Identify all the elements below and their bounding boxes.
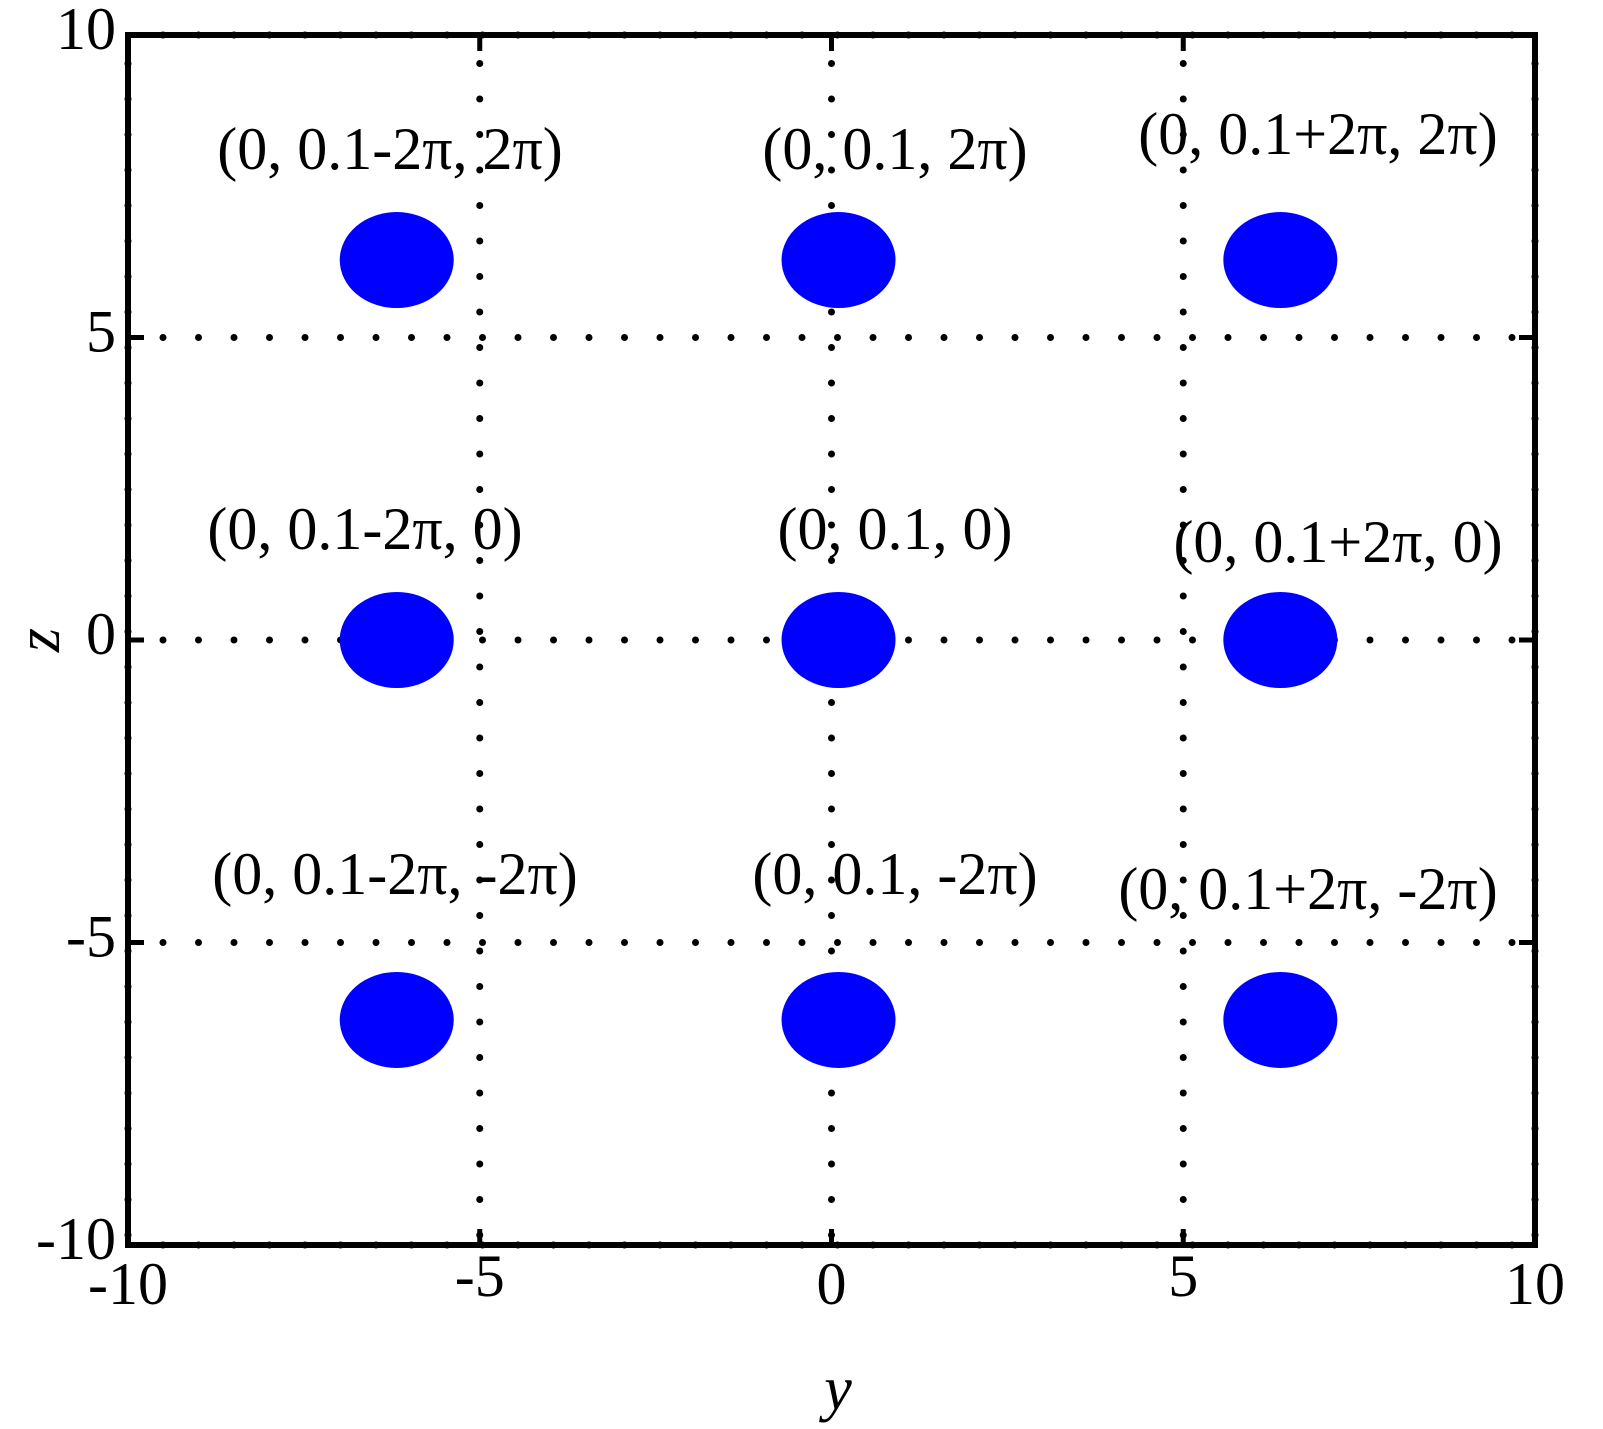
point — [781, 212, 896, 309]
y-axis-label: z — [5, 628, 73, 653]
point — [339, 592, 454, 688]
y-tick-label: -5 — [66, 903, 116, 969]
x-tick-label: -10 — [88, 1251, 168, 1317]
point — [781, 971, 896, 1068]
x-tick-label: -5 — [455, 1243, 505, 1309]
point — [339, 212, 454, 309]
point — [339, 971, 454, 1068]
x-tick-label: 0 — [817, 1251, 847, 1317]
annotation: (0, 0.1+2π, 0) — [1173, 509, 1502, 575]
annotation: (0, 0.1-2π, -2π) — [212, 841, 578, 907]
point — [1223, 212, 1338, 309]
y-tick-label: 0 — [86, 601, 116, 667]
annotation: (0, 0.1+2π, -2π) — [1118, 856, 1497, 922]
point — [1223, 971, 1338, 1068]
x-tick-label: 5 — [1168, 1243, 1198, 1309]
plot-frame — [125, 32, 1538, 1248]
y-tick-label: 10 — [56, 0, 116, 62]
y-tick-label: -10 — [36, 1206, 116, 1272]
annotation: (0, 0.1, -2π) — [752, 841, 1037, 907]
annotation: (0, 0.1+2π, 2π) — [1138, 101, 1497, 167]
y-tick-label: 5 — [86, 298, 116, 364]
annotation: (0, 0.1, 2π) — [762, 116, 1027, 182]
annotation: (0, 0.1, 0) — [778, 496, 1013, 562]
x-tick-label: 10 — [1505, 1251, 1565, 1317]
annotation: (0, 0.1-2π, 0) — [207, 496, 522, 562]
annotation: (0, 0.1-2π, 2π) — [217, 116, 563, 182]
point — [781, 592, 896, 688]
x-axis-label: y — [818, 1355, 852, 1423]
point — [1223, 592, 1338, 688]
